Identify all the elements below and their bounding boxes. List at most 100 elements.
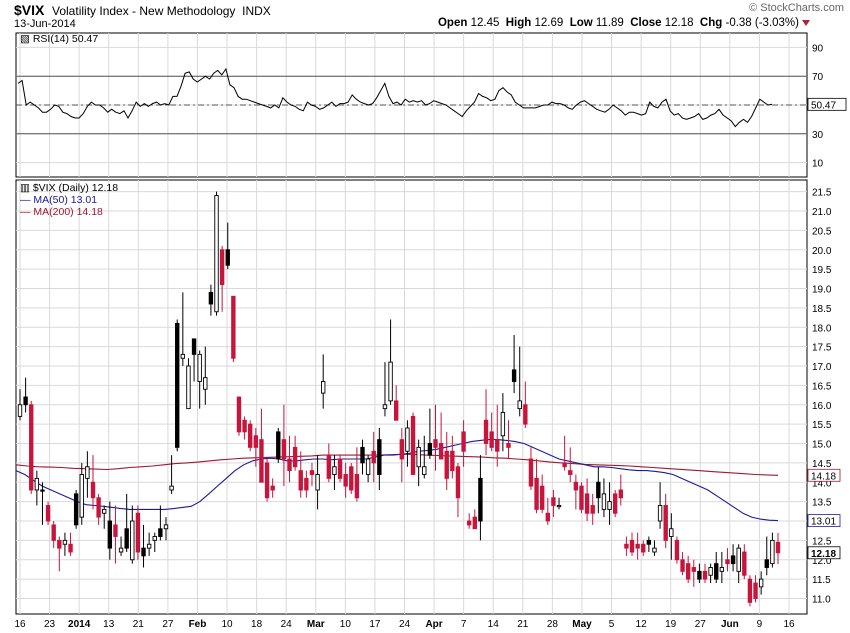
low-label: Low [569, 17, 593, 29]
candle-body [466, 520, 472, 526]
candle-body [725, 559, 730, 565]
price-y-tick: 11.5 [812, 575, 831, 586]
candle-body [579, 485, 584, 510]
price-y-tick: 11.0 [812, 595, 831, 606]
candle-body [641, 543, 646, 553]
candle-body [624, 543, 629, 549]
price-panel-frame [15, 179, 808, 615]
candle-body [562, 462, 567, 468]
candle-body [663, 505, 668, 541]
candle-body [253, 435, 259, 448]
candle-body [708, 567, 713, 576]
candle-body [304, 477, 309, 491]
x-tick-label: 23 [44, 619, 56, 630]
rsi-y-tick: 90 [812, 43, 824, 54]
candle-body [186, 365, 191, 410]
candle-body [248, 423, 253, 448]
candle-body [399, 439, 404, 460]
candle-body [337, 458, 343, 479]
x-tick-label: 21 [517, 619, 529, 630]
candle-body [90, 481, 96, 499]
candle-body [118, 547, 124, 553]
candle-body [29, 404, 34, 491]
high-label: High [505, 17, 532, 29]
x-tick-label: 12 [636, 619, 648, 630]
candle-body [736, 547, 741, 572]
candle-body [343, 474, 348, 487]
price-y-tick: 18.0 [812, 323, 832, 334]
candle-body [231, 295, 236, 359]
change-value: -0.38 (-3.03%) [725, 17, 799, 29]
x-tick-label: 2014 [68, 619, 91, 630]
candle-body [163, 524, 169, 530]
candle-body [422, 466, 427, 475]
candle-body [309, 470, 315, 475]
down-arrow-icon [802, 19, 810, 26]
security-name-text: Volatility Index - New Methodology [52, 4, 236, 18]
candle-body [764, 559, 769, 568]
candle-body [34, 477, 40, 491]
candle-body [450, 450, 455, 472]
price-y-tick: 19.5 [812, 265, 832, 276]
price-y-tick: 14.5 [812, 459, 832, 470]
candle-body [62, 539, 68, 545]
candle-body [669, 528, 674, 537]
candle-body [511, 369, 517, 382]
price-y-tick: 18.5 [812, 304, 832, 315]
candle-body [287, 458, 292, 472]
ohlc-summary: Open 12.45 High 12.69 Low 11.89 Close 12… [438, 17, 810, 29]
candle-body [68, 543, 73, 553]
candle-body [444, 450, 449, 479]
candle-body [349, 466, 354, 491]
symbol: $VIX [14, 2, 45, 18]
x-tick-label: 18 [251, 619, 263, 630]
candle-body [388, 361, 393, 402]
candle-body [730, 555, 736, 565]
candle-body [191, 338, 197, 355]
close-label: Close [630, 17, 662, 29]
candle-body [523, 404, 528, 425]
price-y-tick: 21.0 [812, 207, 832, 218]
candle-body [315, 474, 320, 491]
x-tick-label: 28 [547, 619, 559, 630]
low-value: 11.89 [595, 17, 624, 29]
candle-body [612, 493, 618, 514]
x-tick-label: 21 [133, 619, 145, 630]
rsi-last-value-box [807, 97, 847, 111]
price-y-tick: 12.5 [812, 536, 832, 547]
candle-body [568, 470, 573, 475]
candle-body [697, 570, 702, 580]
candle-body [180, 353, 186, 359]
candle-body [601, 493, 607, 510]
x-tick-label: 13 [103, 619, 115, 630]
candle-body [219, 249, 225, 286]
candle-body [483, 419, 489, 444]
candle-body [354, 474, 360, 499]
candle-body [495, 439, 500, 452]
candle-body [45, 505, 51, 522]
x-tick-label: 16 [783, 619, 795, 630]
candle-body [652, 547, 657, 553]
candle-body [107, 520, 113, 549]
candle-body [478, 477, 483, 522]
rsi-legend: ▧ RSI(14) 50.47 [20, 33, 98, 45]
candle-body [102, 508, 107, 514]
candle-body [702, 570, 708, 580]
candle-body [685, 563, 691, 580]
security-name: Volatility Index - New Methodology INDX [52, 4, 271, 18]
candle-body [596, 481, 601, 499]
price-y-tick: 13.5 [812, 498, 832, 509]
candle-body [113, 524, 118, 537]
candle-body [96, 497, 101, 518]
candle-body [433, 439, 438, 448]
candle-body [714, 563, 719, 580]
candle-body [556, 505, 562, 508]
x-tick-label: 16 [14, 619, 26, 630]
price-y-tick: 20.5 [812, 226, 832, 237]
candle-body [416, 446, 421, 468]
candle-body [332, 466, 337, 475]
x-tick-label: Mar [307, 619, 325, 630]
candle-body [326, 454, 332, 479]
candle-body [382, 404, 388, 410]
